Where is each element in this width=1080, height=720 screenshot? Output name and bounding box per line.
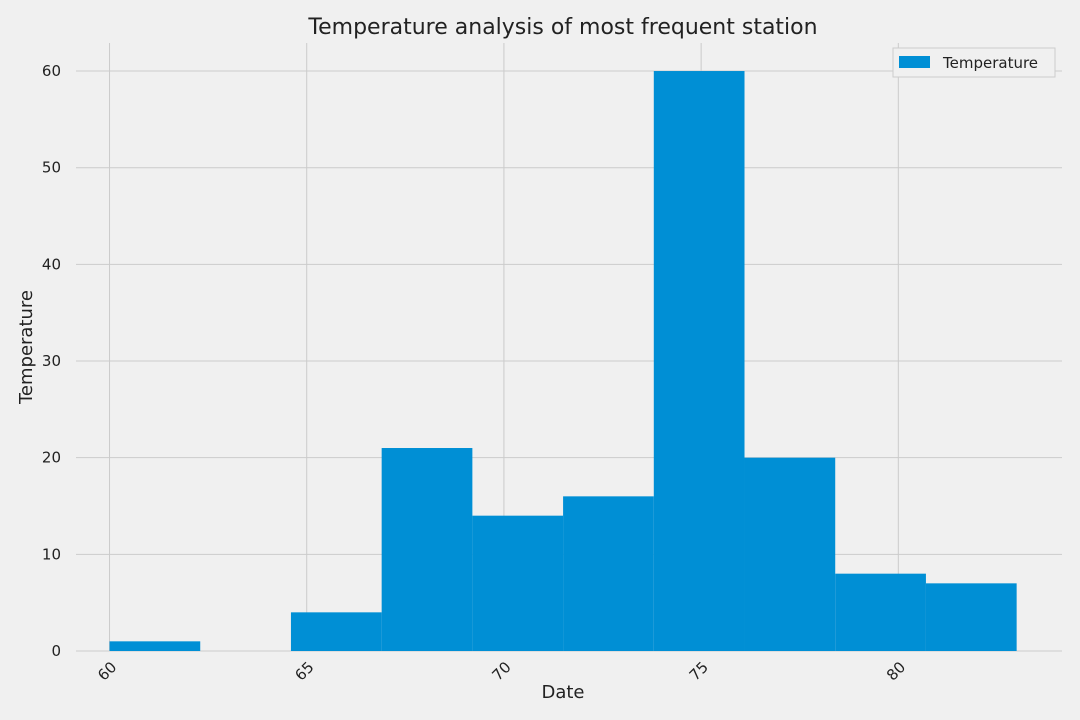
legend-swatch [899, 56, 930, 68]
y-tick-label: 20 [42, 449, 61, 467]
y-tick-label: 60 [42, 62, 61, 80]
y-tick-label: 50 [42, 159, 61, 177]
x-axis-ticks: 60 65 70 75 80 [94, 658, 909, 684]
x-tick-label: 65 [291, 658, 317, 684]
x-tick-label: 75 [686, 658, 712, 684]
histogram-bar [563, 496, 654, 651]
y-tick-label: 40 [42, 255, 61, 273]
histogram-bar [109, 641, 201, 651]
bars [109, 71, 1017, 651]
y-axis-ticks: 0 10 20 30 40 50 60 [42, 62, 61, 660]
legend-label: Temperature [942, 54, 1038, 72]
y-axis-label: Temperature [16, 290, 37, 405]
histogram-bar [653, 71, 745, 651]
histogram-bar [744, 457, 836, 651]
histogram-bar [290, 612, 382, 651]
legend: Temperature [892, 47, 1056, 78]
histogram-bar [835, 573, 926, 651]
x-axis-label: Date [541, 682, 584, 703]
x-tick-label: 80 [883, 658, 909, 684]
y-tick-label: 10 [42, 545, 61, 563]
chart-title: Temperature analysis of most frequent st… [307, 15, 817, 40]
histogram-bar [381, 448, 473, 651]
x-tick-label: 70 [489, 658, 515, 684]
y-tick-label: 30 [42, 352, 61, 370]
x-tick-label: 60 [94, 658, 120, 684]
y-tick-label: 0 [51, 642, 61, 660]
histogram-bar [925, 583, 1017, 651]
histogram-bar [472, 515, 564, 651]
